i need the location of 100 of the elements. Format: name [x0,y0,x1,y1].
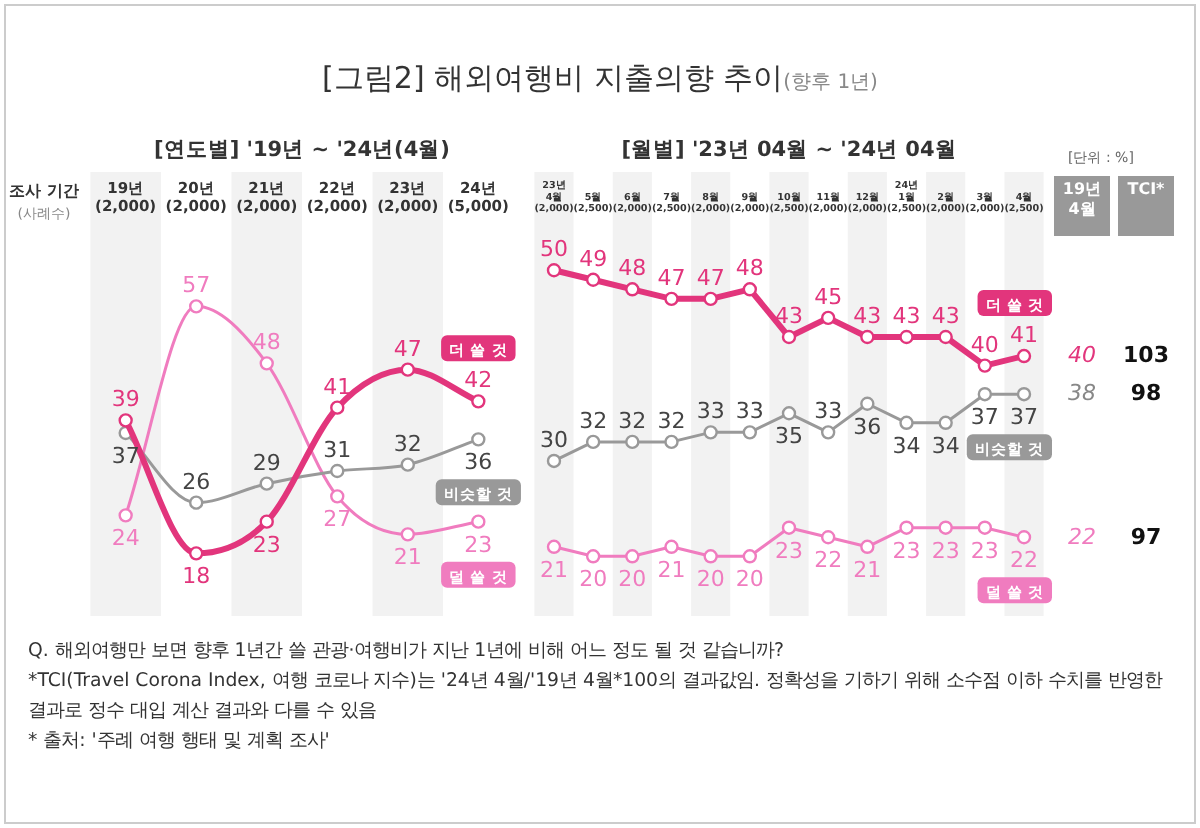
data-label: 23 [252,531,281,558]
data-label: 41 [1010,322,1039,349]
data-label: 31 [323,437,352,463]
data-label: 21 [853,556,882,583]
point [899,329,914,345]
point [1016,387,1032,402]
data-label: 33 [735,398,764,425]
point [664,291,679,307]
data-label: 34 [931,432,960,459]
point [781,329,797,345]
point [625,282,640,297]
data-label: 23 [775,537,803,564]
point [742,425,758,440]
data-label: 37 [111,443,140,469]
data-label: 37 [970,404,999,431]
data-label: 32 [657,407,686,434]
point [625,434,640,450]
chart-title: [월별] '23년 04월 ~ '24년 04월 [619,136,959,164]
point [781,520,797,535]
data-label: 39 [111,386,140,413]
data-label: 37 [1010,404,1039,431]
text: [그림2] 해외여행비 지출의향 추이(향후 1년) [320,60,880,98]
point [1016,348,1032,364]
point [820,530,836,545]
data-label: 42 [464,367,493,394]
text: 40 [1066,342,1098,369]
point [899,415,914,431]
text: 103 [1121,342,1171,369]
data-label: 47 [696,264,725,291]
point [742,549,758,564]
point [330,489,345,504]
point [977,520,993,535]
point [742,282,758,297]
text: 38 [1066,380,1098,407]
data-label: 48 [735,255,764,282]
text: Q. 해외여행만 보면 향후 1년간 쓸 관광·여행비가 지난 1년에 비해 어느 정도 될 것 같습니까? [28,638,786,666]
point [703,549,718,564]
data-label: 48 [618,255,647,282]
point [860,329,875,345]
point [585,549,601,564]
point [546,263,562,278]
data-label: 23 [464,531,493,558]
text: 97 [1128,523,1164,550]
point [664,539,679,554]
data-label: 36 [464,449,493,476]
text: 19년 4월 [1054,176,1110,236]
data-label: 43 [892,302,921,329]
point [585,272,601,287]
data-label: 20 [735,566,764,593]
point [330,400,345,415]
point [703,425,718,440]
data-label: 43 [853,302,882,329]
text: 조사 기간 [9,182,79,200]
data-label: 30 [539,426,568,453]
point [585,434,601,450]
data-label: 21 [539,556,568,583]
data-label: 27 [323,506,352,533]
point [259,514,274,529]
data-label: 34 [892,432,921,459]
text: TCI* [1118,176,1174,236]
chart-subtitle: [연도별] '19년 ~ '24년(4월) [152,136,452,164]
data-label: 47 [657,264,686,291]
point [471,394,486,409]
data-label: 45 [814,283,843,310]
data-label: 26 [182,468,211,495]
data-label: 32 [618,407,647,434]
point [400,457,415,472]
point [546,453,562,469]
data-label: 18 [182,563,211,590]
point [400,527,415,542]
point [118,508,133,523]
data-label: 21 [657,556,686,583]
point [189,495,204,510]
point [860,539,875,554]
data-label: 24 [111,525,140,552]
point [860,396,875,411]
point [259,476,274,491]
data-label: 47 [393,335,422,362]
point [938,520,953,535]
point [189,299,204,314]
point [471,514,486,529]
data-label: 57 [182,272,211,299]
text: 98 [1128,380,1164,407]
text: * 출처: '주례 여행 행태 및 계획 조사' [28,728,332,756]
point [938,329,953,345]
point [781,406,797,421]
data-label: 29 [252,449,281,476]
data-label: 48 [252,329,281,356]
data-label: 22 [814,547,843,574]
data-label: 32 [393,430,422,457]
data-label: 23 [931,537,960,564]
point [938,415,953,431]
data-label: 33 [814,398,843,425]
point [977,358,993,373]
point [820,425,836,440]
point [703,291,718,307]
data-label: 22 [1010,547,1039,574]
point [1016,530,1032,545]
point [899,520,914,535]
data-label: 40 [970,331,999,358]
